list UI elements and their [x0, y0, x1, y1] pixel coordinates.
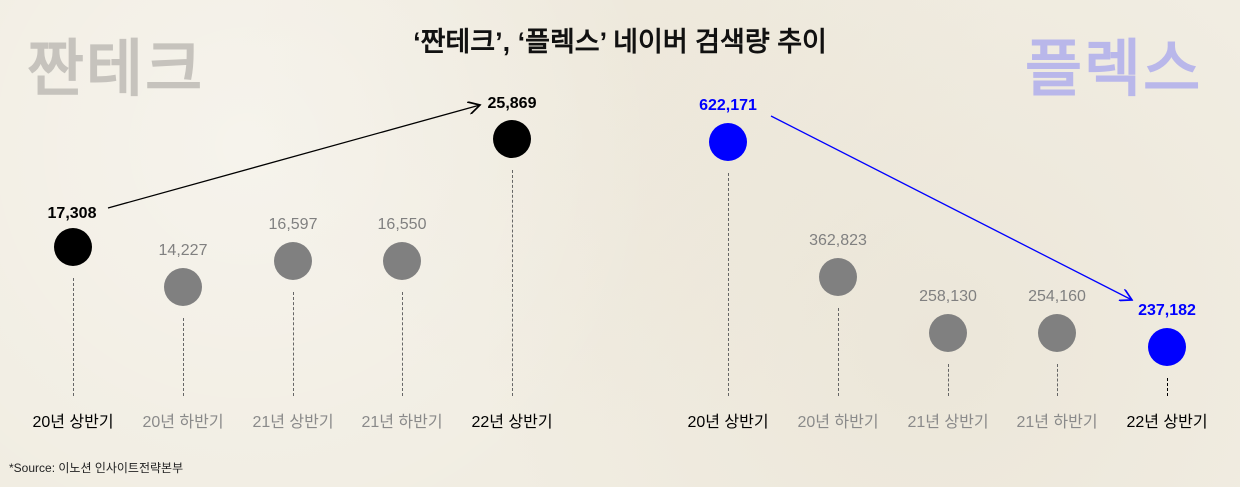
x-axis-label: 21년 하반기	[361, 414, 443, 431]
arrow-left-increase	[107, 105, 480, 209]
value-label: 237,182	[1138, 302, 1196, 319]
arrow-right-decrease	[770, 115, 1132, 300]
data-point	[383, 242, 421, 280]
data-point	[929, 314, 967, 352]
value-label: 258,130	[919, 288, 977, 305]
value-label: 14,227	[158, 242, 208, 259]
dashed-stem	[512, 170, 513, 396]
value-label: 254,160	[1028, 288, 1086, 305]
dashed-stem	[402, 292, 403, 396]
value-label: 362,823	[809, 232, 867, 249]
data-point	[164, 268, 202, 306]
x-axis-label: 20년 상반기	[687, 414, 769, 431]
watermark-left: 짠테크	[27, 35, 205, 104]
dashed-stem	[838, 308, 839, 396]
watermark-right: 플렉스	[1025, 35, 1203, 104]
dashed-stem	[948, 364, 949, 396]
x-axis-label: 20년 상반기	[32, 414, 114, 431]
value-label: 16,597	[268, 216, 318, 233]
value-label: 622,171	[699, 97, 757, 114]
data-point	[1038, 314, 1076, 352]
dashed-stem	[293, 292, 294, 396]
data-point	[493, 120, 531, 158]
x-axis-label: 20년 하반기	[142, 414, 224, 431]
x-axis-label: 22년 상반기	[471, 414, 553, 431]
dashed-stem	[728, 173, 729, 396]
data-point	[819, 258, 857, 296]
x-axis-label: 22년 상반기	[1126, 414, 1208, 431]
x-axis-label: 21년 상반기	[252, 414, 334, 431]
data-point	[54, 228, 92, 266]
data-point	[709, 123, 747, 161]
value-label: 17,308	[47, 205, 97, 222]
x-axis-label: 20년 하반기	[797, 414, 879, 431]
dashed-stem	[183, 318, 184, 396]
value-label: 25,869	[487, 95, 537, 112]
data-point	[1148, 328, 1186, 366]
dashed-stem	[1167, 378, 1168, 396]
chart-title: ‘짠테크’, ‘플렉스’ 네이버 검색량 추이	[413, 27, 827, 57]
dashed-stem	[73, 278, 74, 396]
x-axis-label: 21년 하반기	[1016, 414, 1098, 431]
value-label: 16,550	[377, 216, 427, 233]
data-point	[274, 242, 312, 280]
dashed-stem	[1057, 364, 1058, 396]
source-note: *Source: 이노션 인사이트전략본부	[9, 461, 184, 475]
x-axis-label: 21년 상반기	[907, 414, 989, 431]
